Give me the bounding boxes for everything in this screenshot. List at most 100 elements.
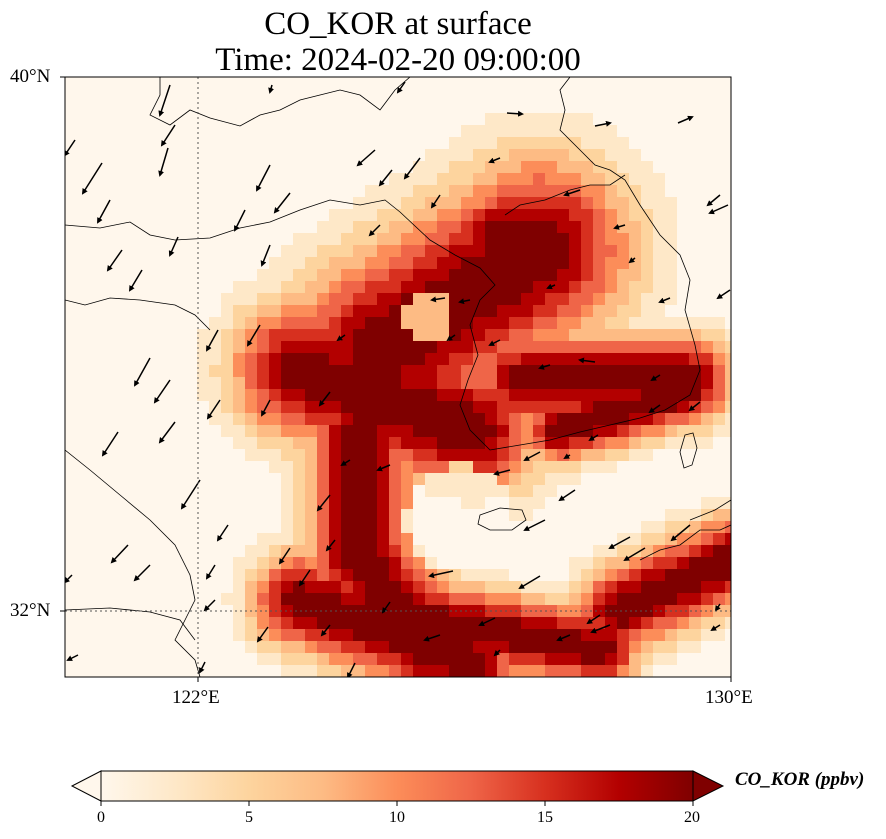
field-cell <box>641 425 654 438</box>
field-cell <box>545 581 558 594</box>
field-cell <box>545 653 558 666</box>
field-cell <box>725 533 731 546</box>
field-cell <box>641 173 654 186</box>
field-cell <box>233 629 246 642</box>
field-cell <box>437 437 450 450</box>
field-cell <box>413 545 426 558</box>
field-cell <box>305 425 318 438</box>
field-cell <box>665 197 678 210</box>
field-cell <box>473 665 486 677</box>
field-cell <box>305 245 318 258</box>
field-cell <box>281 293 294 306</box>
field-cell <box>689 413 702 426</box>
field-cell <box>425 209 438 222</box>
field-cell <box>377 617 390 630</box>
field-cell <box>341 221 354 234</box>
field-cell <box>257 485 270 498</box>
field-cell <box>257 641 270 654</box>
field-cell <box>713 605 726 618</box>
field-cell <box>449 149 462 162</box>
field-cell <box>605 557 618 570</box>
field-cell <box>389 485 402 498</box>
field-cell <box>293 257 306 270</box>
field-cell <box>497 173 510 186</box>
field-cell <box>245 305 258 318</box>
field-cell <box>221 641 234 654</box>
field-cell <box>389 389 402 402</box>
field-cell <box>341 485 354 498</box>
field-cell <box>425 509 438 522</box>
field-cell <box>365 389 378 402</box>
field-cell <box>653 353 666 366</box>
field-cell <box>545 269 558 282</box>
field-cell <box>257 449 270 462</box>
field-cell <box>449 389 462 402</box>
field-cell <box>653 665 666 677</box>
field-cell <box>617 353 630 366</box>
field-cell <box>245 413 258 426</box>
field-cell <box>665 581 678 594</box>
field-cell <box>665 317 678 330</box>
field-cell <box>473 437 486 450</box>
field-cell <box>437 569 450 582</box>
field-cell <box>401 329 414 342</box>
field-cell <box>317 257 330 270</box>
field-cell <box>653 269 666 282</box>
field-cell <box>521 101 534 114</box>
wind-vectors <box>65 81 731 677</box>
field-cell <box>209 437 222 450</box>
field-cell <box>557 665 570 677</box>
field-cell <box>521 485 534 498</box>
field-cell <box>641 545 654 558</box>
field-cell <box>221 593 234 606</box>
field-cell <box>317 461 330 474</box>
coastline <box>65 77 731 677</box>
field-cell <box>233 413 246 426</box>
field-cell <box>545 113 558 126</box>
field-cell <box>653 521 666 534</box>
field-cell <box>581 377 594 390</box>
field-cell <box>521 113 534 126</box>
field-cell <box>677 425 690 438</box>
field-cell <box>377 581 390 594</box>
field-cell <box>305 581 318 594</box>
wind-arrow <box>396 81 406 94</box>
field-cell <box>389 641 402 654</box>
field-cell <box>269 245 282 258</box>
field-cell <box>413 173 426 186</box>
field-cell <box>317 665 330 677</box>
field-cell <box>629 641 642 654</box>
field-cell <box>305 413 318 426</box>
field-cell <box>413 485 426 498</box>
field-cell <box>605 521 618 534</box>
field-cell <box>353 581 366 594</box>
wind-arrow <box>216 524 229 542</box>
field-cell <box>497 161 510 174</box>
field-cell <box>713 413 726 426</box>
field-cell <box>509 377 522 390</box>
field-cell <box>497 353 510 366</box>
field-cell <box>713 449 726 462</box>
field-cell <box>557 581 570 594</box>
field-cell <box>425 641 438 654</box>
field-cell <box>341 509 354 522</box>
field-cell <box>473 209 486 222</box>
field-cell <box>437 497 450 510</box>
field-cell <box>269 629 282 642</box>
field-cell <box>353 161 366 174</box>
field-cell <box>365 293 378 306</box>
field-cell <box>377 449 390 462</box>
field-cell <box>629 221 642 234</box>
field-cell <box>461 101 474 114</box>
field-cell <box>173 353 186 366</box>
field-cell <box>689 569 702 582</box>
field-cell <box>401 365 414 378</box>
field-cell <box>665 617 678 630</box>
field-cell <box>497 221 510 234</box>
field-cell <box>449 461 462 474</box>
field-cell <box>701 257 714 270</box>
field-cell <box>641 593 654 606</box>
field-cell <box>449 473 462 486</box>
field-cell <box>329 341 342 354</box>
field-cell <box>341 365 354 378</box>
